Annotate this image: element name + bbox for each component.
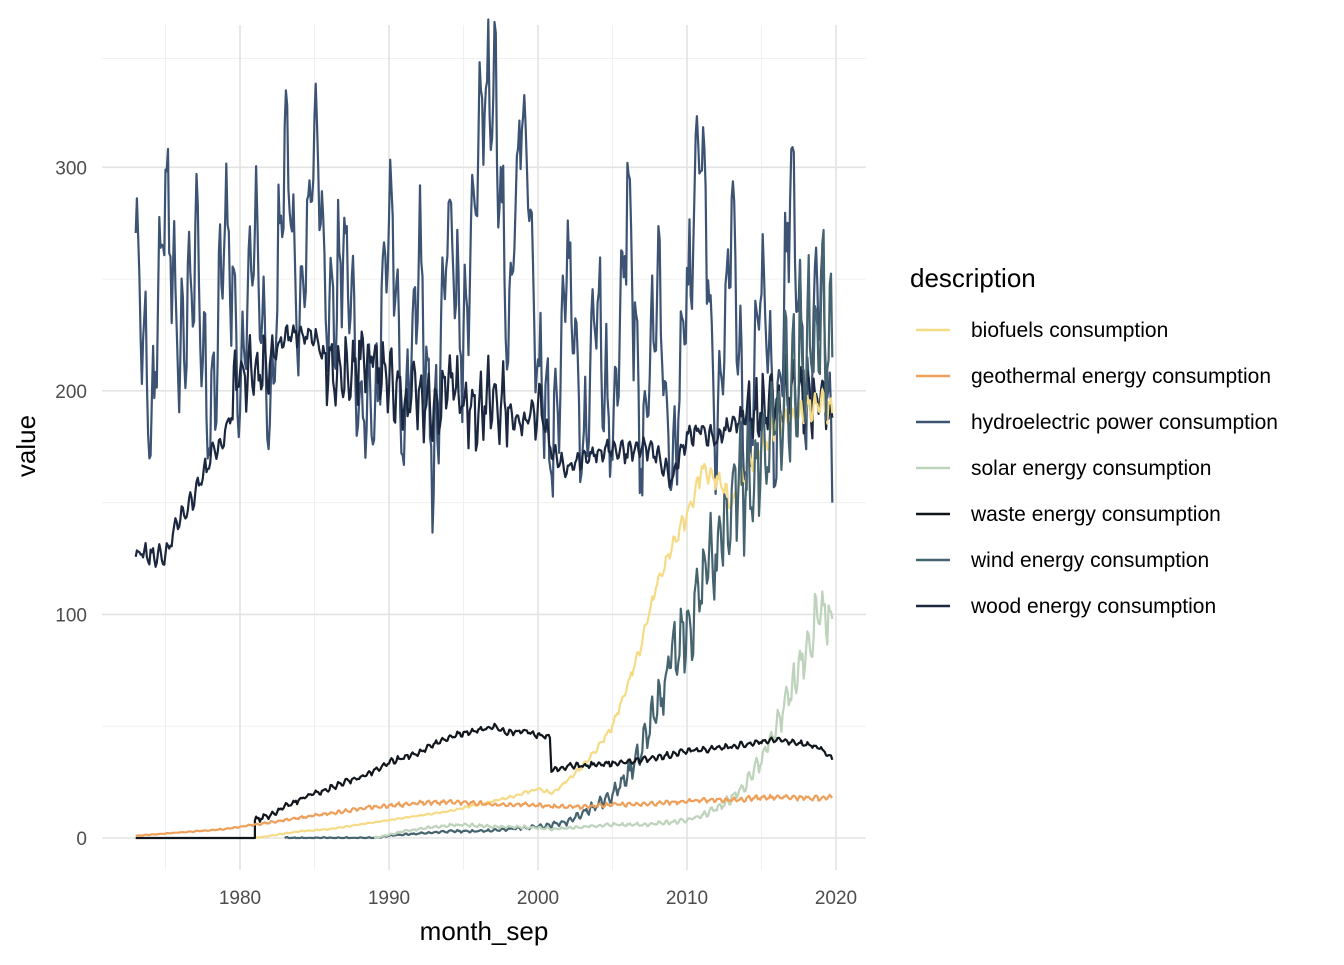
x-tick-label: 1990 [368,888,410,909]
series-line-wood-energy-consumption [134,324,834,568]
legend-item: biofuels consumption [916,319,1168,342]
x-tick-label: 2000 [517,888,559,909]
legend-label: wind energy consumption [970,549,1209,572]
x-tick-label: 1980 [219,888,261,909]
y-axis-ticks: 0 100 200 300 [55,158,87,850]
legend-items: biofuels consumption geothermal energy co… [916,319,1278,618]
x-axis-ticks: 1980 1990 2000 2010 2020 [219,888,857,909]
y-tick-label: 300 [55,158,87,179]
legend-title: description [910,263,1036,293]
legend-item: solar energy consumption [916,457,1211,480]
series-line-solar-energy-consumption [373,590,834,839]
legend-label: biofuels consumption [971,319,1168,342]
series-line-waste-energy-consumption [135,722,834,840]
legend-item: hydroelectric power consumption [916,411,1278,434]
legend-item: wind energy consumption [916,549,1209,572]
legend-item: geothermal energy consumption [916,365,1271,388]
legend-item: waste energy consumption [916,503,1221,526]
y-tick-label: 0 [76,829,87,850]
y-tick-label: 200 [55,382,87,403]
legend-item: wood energy consumption [916,595,1216,618]
x-axis-title: month_sep [420,916,549,946]
legend-label: waste energy consumption [970,503,1221,526]
series-layer [134,18,834,840]
legend: description biofuels consumption geotherm… [910,263,1278,618]
legend-label: geothermal energy consumption [971,365,1271,388]
legend-label: hydroelectric power consumption [971,411,1278,434]
y-tick-label: 100 [55,605,87,626]
legend-label: solar energy consumption [971,457,1211,480]
legend-label: wood energy consumption [970,595,1216,618]
y-axis-title: value [11,415,41,477]
x-tick-label: 2010 [666,888,708,909]
x-tick-label: 2020 [815,888,857,909]
series-line-geothermal-energy-consumption [135,793,834,837]
